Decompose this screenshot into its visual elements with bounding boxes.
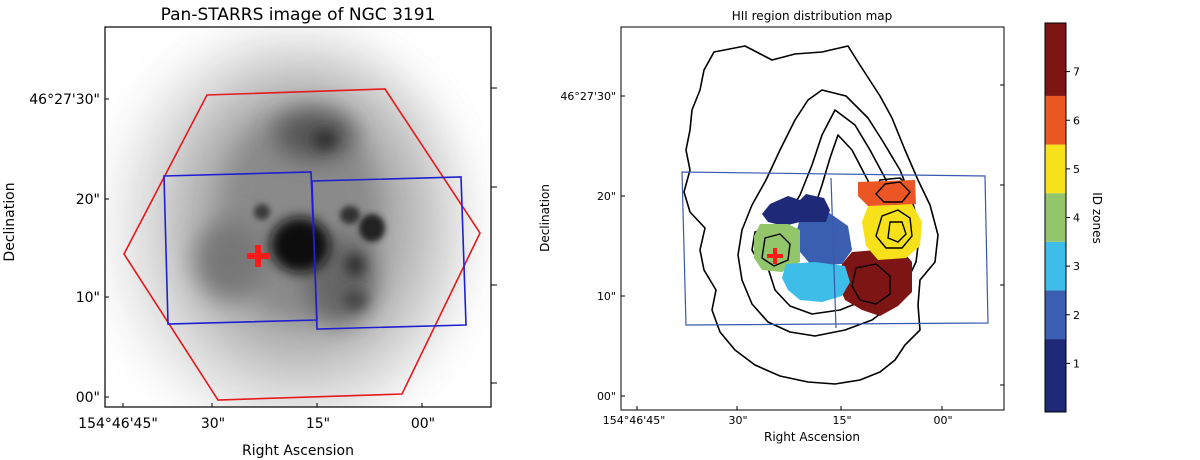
colorbar-segment <box>1045 144 1066 194</box>
cross-marker-right <box>767 248 783 264</box>
left-xlabel: Right Ascension <box>242 443 354 459</box>
contour-outer <box>683 45 939 385</box>
pointing-divider <box>830 177 837 329</box>
right-ytick-label: 10" <box>597 290 616 303</box>
colorbar-tick-label: 7 <box>1073 66 1080 79</box>
left-ticks <box>105 87 497 407</box>
colorbar-ticks: 1 2 3 4 5 6 7 <box>1066 66 1080 370</box>
left-panel: Pan-STARRS image of NGC 3191 <box>2 5 497 459</box>
left-axes-frame <box>104 26 492 408</box>
zone-5 <box>862 204 922 260</box>
left-ytick-label: 46°27'30" <box>29 92 100 108</box>
left-xtick-label: 15" <box>306 416 330 432</box>
right-ytick-label: 20" <box>597 190 616 203</box>
left-ytick-label: 20" <box>76 192 100 208</box>
colorbar-segment <box>1045 290 1066 340</box>
colorbar-tick-label: 4 <box>1073 212 1080 225</box>
zone-3 <box>782 262 850 302</box>
zone-2 <box>796 212 852 266</box>
left-ytick-label: 00" <box>76 390 100 406</box>
colorbar-tick-label: 2 <box>1073 309 1080 322</box>
right-xtick-label: 15" <box>832 414 851 427</box>
cross-marker <box>247 245 269 267</box>
hii-zones <box>754 180 922 316</box>
left-ylabel: Declination <box>2 182 18 261</box>
right-ytick-label: 00" <box>597 390 616 403</box>
zone-contours <box>761 181 913 305</box>
right-panel: HII region distribution map <box>538 9 1005 444</box>
right-title: HII region distribution map <box>732 9 893 23</box>
right-xtick-label: 30" <box>728 414 747 427</box>
right-xtick-label: 00" <box>933 414 952 427</box>
colorbar-tick-label: 5 <box>1073 163 1080 176</box>
zone-6 <box>858 180 916 206</box>
left-title: Pan-STARRS image of NGC 3191 <box>161 5 436 25</box>
zone-1 <box>762 194 830 226</box>
left-xtick-label: 00" <box>411 416 435 432</box>
colorbar-segment <box>1045 193 1066 242</box>
colorbar-label: ID zones <box>1090 192 1104 243</box>
colorbar-segment <box>1045 241 1066 291</box>
right-xtick-label: 154°46'45" <box>603 414 666 427</box>
zone-7 <box>838 248 912 316</box>
hexagon-footprint <box>123 88 481 401</box>
colorbar-tick-label: 3 <box>1073 260 1080 273</box>
colorbar-segment <box>1045 23 1066 96</box>
colorbar-segment <box>1045 95 1066 145</box>
contour-2 <box>737 89 921 337</box>
right-ylabel: Declination <box>538 184 552 252</box>
pointing-outline <box>681 171 989 326</box>
left-xtick-label: 154°46'45" <box>78 416 158 432</box>
galaxy-image <box>105 27 491 407</box>
left-ytick-label: 10" <box>76 290 100 306</box>
right-ytick-label: 46°27'30" <box>560 90 616 103</box>
pointing-rectangle-right <box>311 176 467 330</box>
colorbar-tick-label: 6 <box>1073 114 1080 127</box>
colorbar: 1 2 3 4 5 6 7 ID zones <box>1044 22 1104 413</box>
colorbar-segment <box>1045 339 1066 412</box>
colorbar-tick-label: 1 <box>1073 357 1080 370</box>
right-ticks <box>621 84 1004 410</box>
right-xlabel: Right Ascension <box>764 430 860 444</box>
left-xtick-label: 30" <box>201 416 225 432</box>
colorbar-segments <box>1045 23 1066 412</box>
